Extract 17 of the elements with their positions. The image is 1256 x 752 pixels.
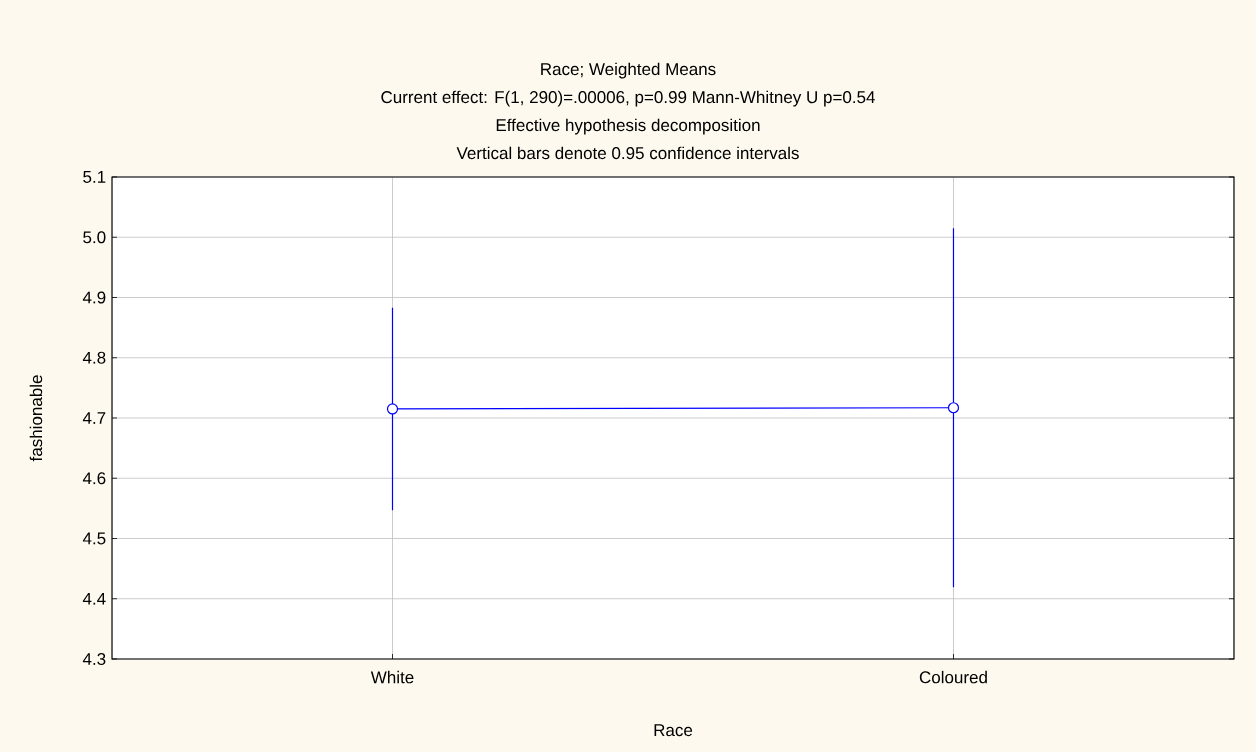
y-tick-label: 4.8: [82, 351, 106, 364]
y-tick-label: 4.6: [82, 472, 106, 485]
text: Vertical bars denote 0.95 confidence intervals: [456, 146, 799, 160]
y-tick-label: 5.0: [83, 231, 106, 244]
y-tick-label: 4.3: [82, 652, 106, 666]
chart-subtitle: Current effect: F(1, 290)=.00006, p=0.99 Mann-Whitney U p=0.54: [381, 90, 875, 107]
y-tick-label: 5.1: [83, 171, 106, 183]
y-tick-label: 4.4: [82, 592, 106, 605]
y-tick-label: 4.9: [82, 291, 106, 304]
y-axis-title: fashionable: [29, 375, 43, 462]
y-tick-label: 4.7: [82, 412, 106, 424]
x-axis-title: Race: [654, 724, 693, 737]
x-tick-label: White: [370, 670, 414, 684]
chart-title: Race; Weighted Means: [541, 62, 716, 79]
text: Effective hypothesis decomposition: [496, 118, 760, 135]
x-tick-label: Coloured: [919, 670, 987, 684]
y-tick-label: 4.5: [82, 532, 106, 545]
